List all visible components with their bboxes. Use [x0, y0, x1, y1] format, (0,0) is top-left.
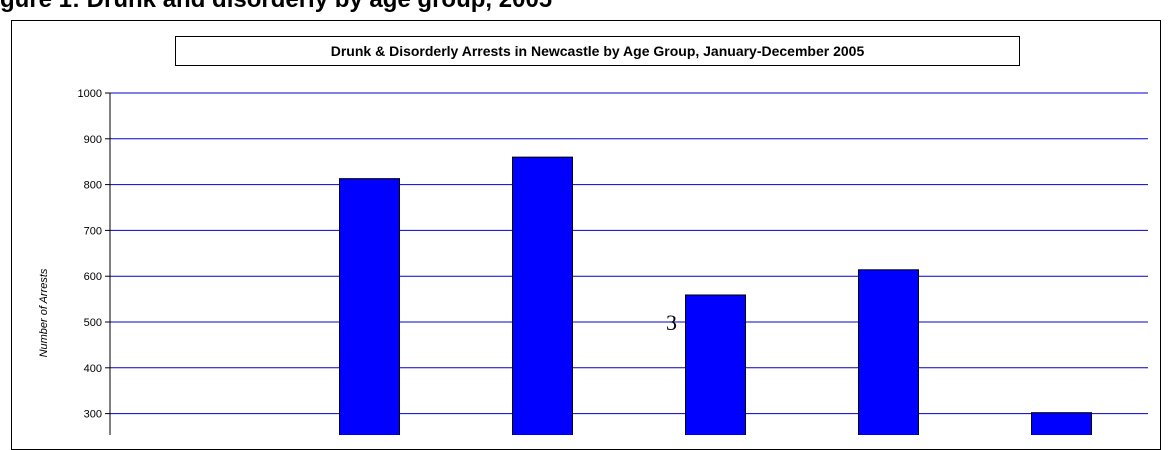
grid-lines	[110, 92, 1148, 415]
bars	[339, 156, 1092, 435]
y-tick-label: 800	[84, 180, 102, 192]
figure-heading: gure 1: Drunk and disorderly by age grou…	[0, 0, 552, 14]
y-tick-label: 900	[84, 134, 102, 146]
page-number: 3	[666, 310, 677, 335]
bar-chart: 300 400 500 600 700 800 900 1000	[78, 88, 1148, 435]
y-tick-label: 1000	[78, 88, 102, 100]
bar	[1031, 412, 1092, 435]
bar	[858, 269, 919, 435]
y-tick-label: 400	[84, 363, 102, 375]
y-tick-label: 600	[84, 271, 102, 283]
y-tick-label: 700	[84, 225, 102, 237]
y-tick-label: 500	[84, 317, 102, 329]
chart-title: Drunk & Disorderly Arrests in Newcastle …	[175, 36, 1020, 66]
y-tick-label: 300	[84, 409, 102, 421]
y-axis: 300 400 500 600 700 800 900 1000	[78, 88, 111, 435]
bar	[512, 156, 573, 435]
chart-frame	[11, 20, 1161, 450]
bar	[685, 294, 746, 435]
bar	[339, 178, 400, 435]
y-axis-label: Number of Arrests	[38, 268, 50, 358]
